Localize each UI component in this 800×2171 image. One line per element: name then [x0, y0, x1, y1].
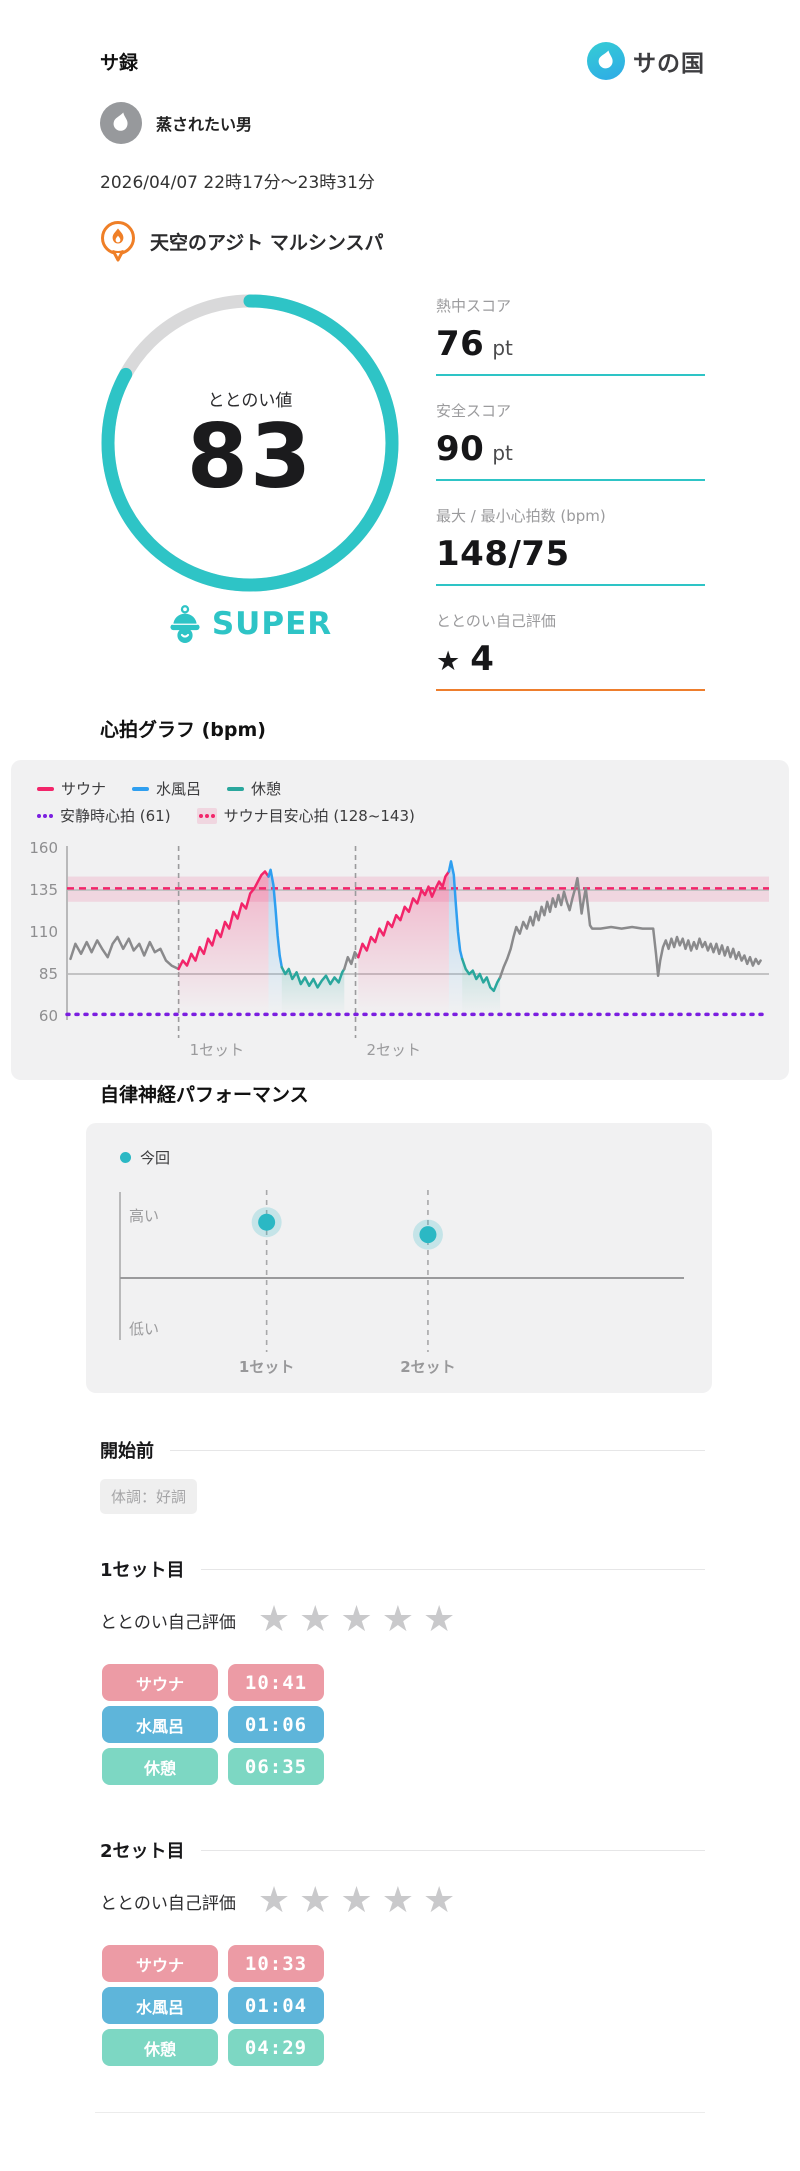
set2-star-rating[interactable]: ★★★★★: [257, 1880, 465, 1921]
stat-self-rating: ととのい自己評価 ★ 4: [436, 610, 705, 691]
venue-row: 天空のアジト マルシンスパ: [98, 219, 705, 263]
stat-underline: [436, 374, 705, 376]
set2-water-row: 水風呂 01:04: [102, 1987, 705, 2024]
condition-chip: 体調：好調: [100, 1479, 198, 1514]
set2-rest-row: 休憩 04:29: [102, 2029, 705, 2066]
legend-water: 水風呂: [132, 778, 201, 799]
sauna-label-pill: サウナ: [102, 1664, 218, 1701]
stat-safety-score: 安全スコア 90 pt: [436, 400, 705, 481]
heart-rate-range-value: 148/75: [436, 534, 570, 574]
set1-rest-row: 休憩 06:35: [102, 1748, 705, 1785]
svg-text:高い: 高い: [129, 1207, 159, 1225]
legend-rest: 休憩: [227, 778, 281, 799]
session-datetime: 2026/04/07 22時17分〜23時31分: [100, 173, 375, 193]
water-label-pill: 水風呂: [102, 1706, 218, 1743]
stat-heat-score: 熱中スコア 76 pt: [436, 295, 705, 376]
rest-label-pill: 休憩: [102, 2029, 218, 2066]
self-rating-value: 4: [470, 639, 495, 679]
venue-name: 天空のアジト マルシンスパ: [150, 231, 384, 254]
rest-time-pill: 04:29: [228, 2029, 324, 2066]
current-session-dot-swatch: [120, 1152, 131, 1163]
safety-score-value: 90: [436, 429, 485, 469]
resting-hr-dots-swatch: [37, 813, 53, 818]
svg-text:1セット: 1セット: [239, 1358, 294, 1376]
legend-sauna-target: サウナ目安心拍 (128~143): [196, 805, 415, 826]
venue-pin-flame-icon: [101, 221, 135, 262]
pre-session-heading: 開始前: [100, 1437, 705, 1463]
heart-rate-chart-panel: サウナ 水風呂 休憩 安静時心拍 (61) サウナ目安心拍 (128~143) …: [11, 760, 789, 1080]
set1-phase-table: サウナ 10:41 水風呂 01:06 休憩 06:35: [102, 1664, 705, 1785]
sauna-target-band-swatch: [196, 807, 217, 824]
heading-rule: [170, 1449, 705, 1451]
logo-text: サの国: [633, 51, 705, 77]
topbar: サ録 サの国: [100, 42, 705, 80]
avatar: [100, 102, 142, 144]
stat-underline: [436, 584, 705, 586]
rest-line-swatch: [227, 786, 245, 791]
stats-column: 熱中スコア 76 pt 安全スコア 90 pt 最大 / 最小心拍数 (bpm)…: [436, 293, 705, 715]
sauna-hat-mascot-icon: [170, 605, 200, 643]
set1-star-rating[interactable]: ★★★★★: [257, 1599, 465, 1640]
svg-text:135: 135: [29, 881, 58, 899]
autonomic-chart-panel: 今回 高い低い 1セット 2セット: [86, 1123, 712, 1393]
sauna-time-pill: 10:33: [228, 1945, 324, 1982]
water-time-pill: 01:06: [228, 1706, 324, 1743]
ans-legend: 今回: [120, 1147, 698, 1168]
sauna-line-swatch: [37, 786, 54, 791]
heading-rule: [200, 1568, 705, 1570]
svg-text:低い: 低い: [129, 1320, 159, 1338]
user-row: 蒸されたい男: [100, 102, 705, 144]
set1-rating-row: ととのい自己評価 ★★★★★: [100, 1599, 465, 1640]
set1-water-row: 水風呂 01:06: [102, 1706, 705, 1743]
legend-sauna: サウナ: [37, 778, 106, 799]
water-line-swatch: [132, 786, 150, 791]
set2-phase-table: サウナ 10:33 水風呂 01:04 休憩 04:29: [102, 1945, 705, 2066]
heart-rate-chart-title: 心拍グラフ (bpm): [100, 719, 266, 741]
svg-text:160: 160: [29, 839, 58, 857]
water-time-pill: 01:04: [228, 1987, 324, 2024]
sauna-time-pill: 10:41: [228, 1664, 324, 1701]
water-drop-avatar-icon: [113, 112, 128, 131]
hr-legend-row-2: 安静時心拍 (61) サウナ目安心拍 (128~143): [37, 805, 777, 826]
user-name: 蒸されたい男: [156, 115, 253, 134]
gauge-ring: [101, 294, 399, 592]
sauna-label-pill: サウナ: [102, 1945, 218, 1982]
water-label-pill: 水風呂: [102, 1987, 218, 2024]
set2-heading: 2セット目: [100, 1837, 705, 1863]
heart-rate-line-chart: 160 135 110 85 60 1セット 2セット: [29, 839, 771, 1059]
rest-time-pill: 06:35: [228, 1748, 324, 1785]
svg-text:2セット: 2セット: [400, 1358, 455, 1376]
stat-underline-orange: [436, 689, 705, 691]
star-icon: ★: [436, 646, 461, 677]
svg-text:60: 60: [39, 1007, 58, 1025]
set1-heading: 1セット目: [100, 1556, 705, 1582]
svg-text:1セット: 1セット: [190, 1041, 245, 1059]
stat-underline: [436, 479, 705, 481]
gauge-value: 83: [186, 404, 314, 508]
heat-score-value: 76: [436, 324, 485, 364]
stat-heart-rate-range: 最大 / 最小心拍数 (bpm) 148/75: [436, 505, 705, 586]
rank-text: SUPER: [211, 606, 333, 642]
bottom-divider: [95, 2112, 705, 2113]
rest-label-pill: 休憩: [102, 1748, 218, 1785]
set1-sauna-row: サウナ 10:41: [102, 1664, 705, 1701]
sanokuni-logo[interactable]: サの国: [587, 42, 705, 80]
rank-row: SUPER: [100, 605, 400, 643]
water-drop-logo-icon: [587, 42, 625, 80]
svg-text:85: 85: [39, 965, 58, 983]
page-title: サ録: [100, 51, 139, 74]
set2-sauna-row: サウナ 10:33: [102, 1945, 705, 1982]
hr-legend-row-1: サウナ 水風呂 休憩: [37, 778, 777, 799]
autonomic-chart-title: 自律神経パフォーマンス: [100, 1084, 309, 1106]
svg-text:2セット: 2セット: [367, 1041, 422, 1059]
legend-resting-hr: 安静時心拍 (61): [37, 805, 171, 826]
set2-rating-row: ととのい自己評価 ★★★★★: [100, 1880, 465, 1921]
gauge-label: ととのい値: [207, 390, 293, 411]
svg-text:110: 110: [29, 923, 58, 941]
heading-rule: [200, 1849, 705, 1851]
totonoi-gauge: ととのい値 83 SUPER: [100, 293, 400, 715]
summary-section: ととのい値 83 SUPER 熱中スコア 76: [100, 293, 705, 715]
